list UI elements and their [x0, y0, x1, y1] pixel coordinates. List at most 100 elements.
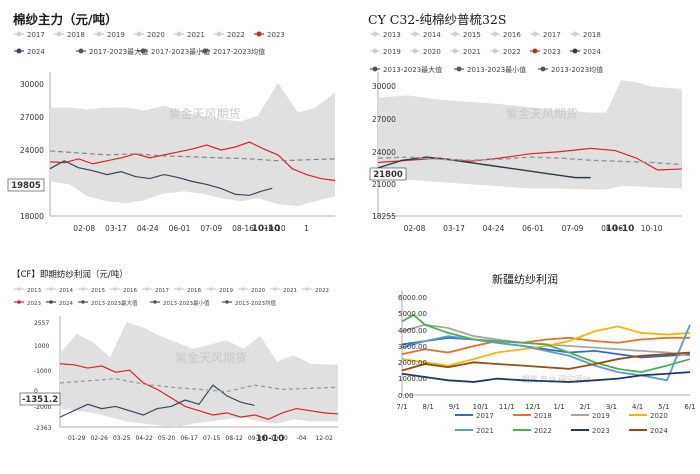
legend-marker-2016 [492, 31, 498, 37]
legend-marker-2017 [145, 287, 149, 291]
y-tick-label: -2000 [34, 404, 52, 411]
x-tick-label: 6/1 [684, 403, 695, 411]
legend-label: 2024 [583, 48, 601, 56]
legend-marker-2024 [49, 300, 53, 304]
x-tick-label: 06-17 [180, 435, 198, 442]
series-line-2013-2023均值 [377, 156, 683, 166]
legend-label: 2013-2023均值 [235, 299, 276, 307]
series-line-2013-2023均值 [59, 378, 339, 393]
legend-label: 2024 [27, 48, 45, 56]
legend-marker-2017 [16, 31, 22, 37]
x-tick-label: 02-26 [90, 435, 108, 442]
legend-label: 2013-2023最大值 [383, 65, 442, 74]
legend-label: 2019 [592, 412, 610, 420]
series-line-2022 [401, 313, 691, 374]
legend-label: 2020 [650, 412, 668, 420]
y-tick-label: 18255 [372, 212, 396, 221]
legend-marker-2021 [452, 48, 458, 54]
legend-label: 2013 [27, 288, 41, 294]
y-tick-label: 2000.00 [398, 359, 427, 367]
legend-marker-2013-2023均值 [225, 300, 229, 304]
legend-marker-2022 [216, 31, 222, 37]
legend-marker-2022 [305, 287, 309, 291]
legend-marker-2020 [412, 48, 418, 54]
x-tick-label: 06-01 [169, 224, 191, 233]
x-tick-label: 2/1 [580, 403, 591, 411]
last-value-box [369, 167, 407, 181]
legend-label: 2023 [267, 31, 285, 39]
x-tick-label: 07-09 [200, 224, 222, 233]
legend-label: 2013-2023最大值 [91, 299, 138, 307]
range-band-area [60, 322, 338, 427]
x-tick-label: 04-24 [137, 224, 159, 233]
legend-label: 2024 [59, 301, 73, 307]
legend-label: 2021 [283, 288, 297, 294]
x-tick-label: 04-22 [135, 435, 153, 442]
x-tick-label: 08-16 [601, 224, 623, 233]
legend-marker-2013 [372, 31, 378, 37]
x-tick-label: 11/1 [499, 403, 515, 411]
legend-label: 2013-2023最小值 [163, 299, 210, 307]
series-line-2023 [59, 363, 339, 420]
legend-marker-2020 [241, 287, 245, 291]
legend-marker-2013-2023最小值 [456, 66, 462, 72]
legend-label: 2019 [219, 288, 233, 294]
legend-label: 2013-2023最小值 [467, 65, 526, 74]
legend-label: 2017 [476, 412, 494, 420]
legend-label: 2014 [423, 31, 441, 39]
range-band-area [50, 82, 335, 207]
legend-label: 2021 [463, 48, 481, 56]
legend-label: 2017 [27, 31, 45, 39]
legend-marker-2024 [16, 48, 22, 54]
watermark-text: 紫金天风期货 [175, 350, 247, 365]
x-tick-label: 07-15 [203, 435, 221, 442]
legend-marker-2024 [572, 48, 578, 54]
legend-marker-2014 [49, 287, 53, 291]
y-tick-label: 0.00 [398, 392, 414, 400]
y-tick-label: 21000 [372, 180, 396, 189]
legend-label: 2021 [476, 427, 494, 435]
x-tick-label: 4/1 [632, 403, 643, 411]
legend-marker-2018 [177, 287, 181, 291]
x-tick-label: 03-17 [105, 224, 127, 233]
legend-marker-2013-2023最大值 [81, 300, 85, 304]
watermark-text: 期货 产业 研究驱动 [521, 374, 590, 384]
y-tick-label: 5000.00 [398, 310, 427, 318]
date-marker-label: 10-10 [252, 224, 281, 234]
legend-label: 2016 [123, 288, 137, 294]
legend-marker-2021 [273, 287, 277, 291]
series-line-2024 [59, 384, 255, 418]
y-tick-label: 27000 [372, 115, 396, 124]
series-line-2023 [49, 141, 336, 182]
legend-marker-2013-2023均值 [540, 66, 546, 72]
legend-label: 2023 [27, 301, 41, 307]
y-tick-label: 30000 [372, 82, 396, 91]
last-value-label: 21800 [373, 170, 403, 180]
date-marker-label: 10-10 [606, 224, 635, 234]
chart-panel-xinjiang-spinning-profit: 新疆纺纱利润 [350, 237, 700, 474]
legend-label: 2023 [592, 427, 610, 435]
x-tick-label: 9/1 [449, 403, 460, 411]
x-tick-label: 12-02 [315, 435, 333, 442]
legend-label: 2018 [187, 288, 201, 294]
legend-label: 2023 [543, 48, 561, 56]
series-line-2024 [401, 351, 691, 372]
legend-label: 2017-2023最大值 [89, 47, 148, 56]
panel-title: 【CF】即期纺纱利润（元/吨） [12, 270, 128, 280]
legend-marker-2016 [113, 287, 117, 291]
last-value-box [19, 392, 61, 406]
legend-marker-2018 [572, 31, 578, 37]
panel-title: 棉纱主力（元/吨） [13, 12, 118, 27]
x-tick-label: 10-10 [641, 224, 663, 233]
y-tick-label: 1000 [34, 343, 49, 350]
legend-marker-2019 [209, 287, 213, 291]
x-tick-label: 03-17 [443, 224, 465, 233]
legend-label: 2018 [583, 31, 601, 39]
series-line-2020 [401, 325, 691, 367]
x-tick-label: 07-09 [562, 224, 584, 233]
x-tick-label: 7/1 [396, 403, 407, 411]
y-tick-label: 18000 [20, 212, 44, 221]
x-tick-label: 8/1 [423, 403, 434, 411]
legend-label: 2013-2023均值 [551, 65, 603, 74]
